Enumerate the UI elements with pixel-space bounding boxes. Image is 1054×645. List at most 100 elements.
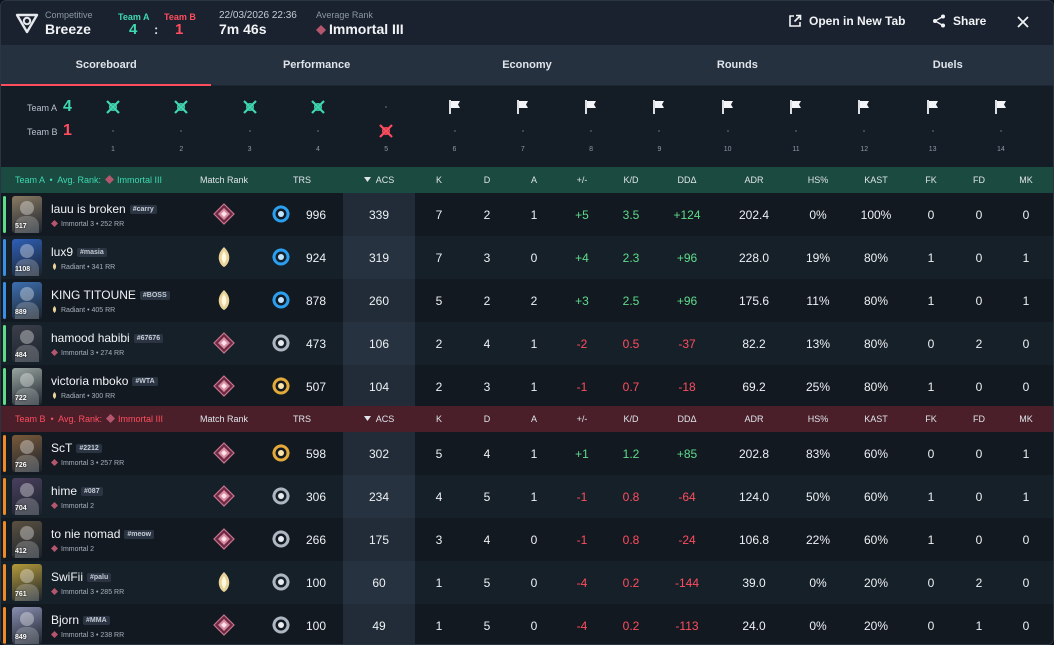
col-label: +/- [576,414,588,424]
tab-economy[interactable]: Economy [502,59,552,71]
close-icon[interactable] [1015,14,1031,30]
round-4[interactable]: 4 [303,86,333,167]
col-kast[interactable]: KAST [856,414,896,424]
match-date: 22/03/2026 22:36 [219,10,297,21]
stat-trs: 996 [305,208,326,222]
col-label: MK [1019,175,1033,185]
col-dd[interactable]: DDΔ [667,175,707,185]
col-kd[interactable]: K/D [615,414,647,424]
col-acs[interactable]: ACS [343,414,415,424]
col-trs[interactable]: TRS [288,414,316,424]
round-9[interactable]: 9 [644,86,674,167]
player-row[interactable]: 849 Bjorn #MMA Immortal 3 • 238 RR 100 49 1 5 0-… [1,604,1053,644]
tab-performance[interactable]: Performance [282,59,351,71]
trs-tier-icon [272,530,290,548]
round-13[interactable]: 13 [918,86,948,167]
stat-trs: 598 [305,447,326,461]
player-row[interactable]: 484 hamood habibi #67676 Immortal 3 • 274 R… [1,322,1053,365]
round-5[interactable]: 5 [371,86,401,167]
stat-pm: -1 [576,533,588,547]
round-11[interactable]: 11 [781,86,811,167]
col-a[interactable]: A [522,175,546,185]
col-dd[interactable]: DDΔ [667,414,707,424]
player-name-text: hamood habibi [51,331,130,345]
col-a[interactable]: A [522,414,546,424]
col-hs[interactable]: HS% [800,414,836,424]
col-label: K [435,414,442,424]
player-name: lauu is broken #carry [51,202,157,216]
avg-rank-label: Avg. Rank: [57,175,102,185]
player-color-stripe [3,325,6,362]
round-number: 3 [247,146,252,153]
stat-k: 1 [435,576,443,590]
col-k[interactable]: K [427,414,451,424]
col-d[interactable]: D [475,175,499,185]
player-row[interactable]: 704 hime #087 Immortal 2 306 234 4 5 1 -1 0.8 -64 12… [1,475,1053,518]
player-row[interactable]: 1108 lux9 #masia Radiant • 341 RR 924 319 7 3 0 +… [1,236,1053,279]
round-7[interactable]: 7 [508,86,538,167]
stat-adr: 106.8 [738,533,770,547]
stat-k: 4 [435,490,443,504]
tab-rounds[interactable]: Rounds [716,59,758,71]
col-acs[interactable]: ACS [343,175,415,185]
col-adr[interactable]: ADR [733,175,775,185]
player-name: SwiFii #palu [51,570,112,584]
col-match-rank[interactable]: Match Rank [199,414,249,424]
stat-fk: 1 [927,490,935,504]
player-row[interactable]: 889 KING TITOUNE #BOSS Radiant • 405 RR 878 2… [1,279,1053,322]
elimination-icon [311,100,325,114]
col-label: K [435,175,442,185]
col-adr[interactable]: ADR [733,414,775,424]
tab-duels[interactable]: Duels [932,59,963,71]
col-match-rank[interactable]: Match Rank [199,175,249,185]
player-rank-text: Immortal 2 [61,546,95,553]
round-10[interactable]: 10 [713,86,743,167]
col-hs[interactable]: HS% [800,175,836,185]
tab-scoreboard[interactable]: Scoreboard [1,45,212,86]
round-8[interactable]: 8 [576,86,606,167]
player-row[interactable]: 412 to nie nomad #meow Immortal 2 266 175 3 4 0 -… [1,518,1053,561]
player-name: to nie nomad #meow [51,527,155,541]
player-row[interactable]: 726 ScT #2212 Immortal 3 • 257 RR 598 302 5 4 1 +… [1,432,1053,475]
col-fd[interactable]: FD [967,414,991,424]
player-row[interactable]: 761 SwiFii #palu Immortal 3 • 285 RR 100 60 1 5… [1,561,1053,604]
col-fk[interactable]: FK [919,414,943,424]
stat-adr: 175.6 [738,294,770,308]
player-rank: Radiant • 341 RR [51,263,115,271]
stat-adr: 228.0 [738,251,770,265]
round-1[interactable]: 1 [98,86,128,167]
col-pm[interactable]: +/- [567,414,597,424]
open-new-tab-label: Open in New Tab [809,14,906,28]
col-mk[interactable]: MK [1014,175,1038,185]
share-button[interactable]: Share [932,14,986,28]
player-row[interactable]: 722 victoria mboko #WTA Radiant • 300 RR 507… [1,365,1053,408]
stat-mk: 1 [1022,447,1030,461]
player-row[interactable]: 517 lauu is broken #carry Immortal 3 • 252 … [1,193,1053,236]
col-kd[interactable]: K/D [615,175,647,185]
col-trs[interactable]: TRS [288,175,316,185]
bullet-separator: • [45,414,59,424]
round-empty-dot [795,130,797,132]
open-new-tab-button[interactable]: Open in New Tab [788,14,905,28]
round-3[interactable]: 3 [235,86,265,167]
col-d[interactable]: D [475,414,499,424]
external-link-icon [789,14,802,27]
player-name-text: Bjorn [51,613,80,627]
col-mk[interactable]: MK [1014,414,1038,424]
trs-tier-icon [272,444,290,462]
col-pm[interactable]: +/- [567,175,597,185]
player-level: 722 [15,395,27,402]
col-kast[interactable]: KAST [856,175,896,185]
stat-k: 7 [435,251,443,265]
radiant-match-rank-icon [218,572,230,592]
round-12[interactable]: 12 [849,86,879,167]
col-k[interactable]: K [427,175,451,185]
round-6[interactable]: 6 [440,86,470,167]
stat-acs: 106 [368,337,390,351]
col-fk[interactable]: FK [919,175,943,185]
stat-adr: 124.0 [738,490,770,504]
player-rank-text: Immortal 3 • 274 RR [61,350,125,357]
round-14[interactable]: 14 [986,86,1016,167]
round-2[interactable]: 2 [166,86,196,167]
col-fd[interactable]: FD [967,175,991,185]
